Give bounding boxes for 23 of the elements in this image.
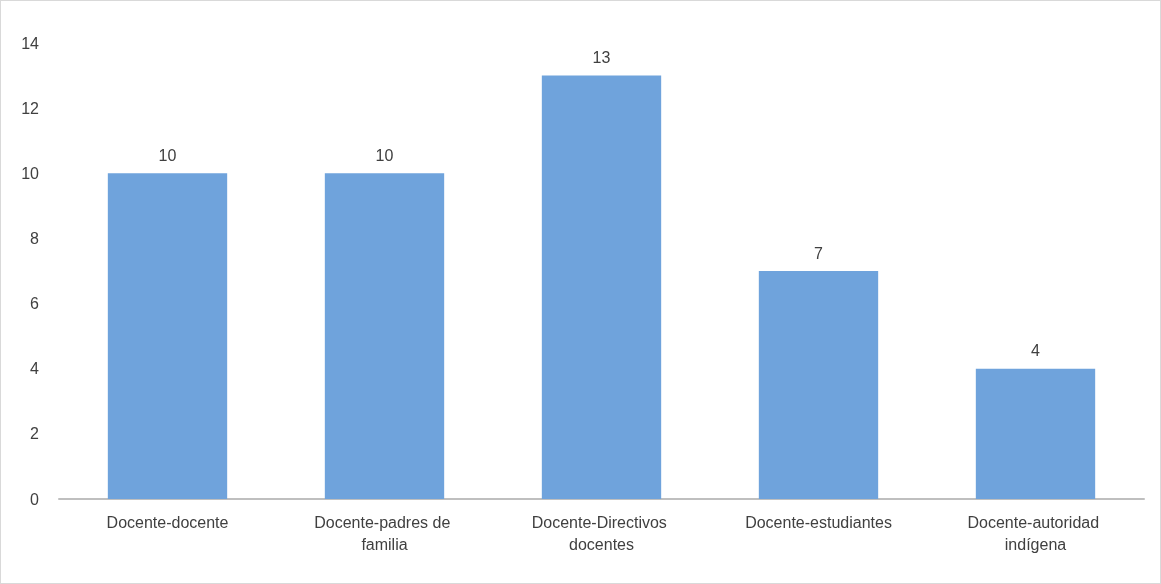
data-label: 10 <box>158 146 177 164</box>
y-tick-label: 8 <box>30 229 40 247</box>
data-label: 4 <box>1031 342 1041 360</box>
y-tick-label: 10 <box>21 164 40 182</box>
y-tick-label: 12 <box>21 99 40 117</box>
data-label: 10 <box>375 146 394 164</box>
y-tick-label: 2 <box>30 425 40 443</box>
x-tick-label: Docente-estudiantes <box>745 513 892 531</box>
y-tick-label: 14 <box>21 34 40 52</box>
bar <box>541 75 662 499</box>
x-tick-label: Docente-docente <box>106 513 229 531</box>
bar <box>758 271 879 499</box>
y-tick-label: 4 <box>30 360 40 378</box>
y-tick-label: 0 <box>30 490 40 508</box>
data-label: 7 <box>814 244 824 262</box>
x-tick-label: Docente-Directivos docentes <box>531 513 672 553</box>
bar <box>107 173 228 499</box>
bar <box>324 173 445 499</box>
bar <box>975 368 1096 499</box>
x-tick-label: Docente-autoridad indígena <box>967 513 1104 553</box>
x-tick-label: Docente-padres de familia <box>314 513 455 553</box>
y-tick-label: 6 <box>30 295 40 313</box>
data-label: 13 <box>592 49 611 67</box>
